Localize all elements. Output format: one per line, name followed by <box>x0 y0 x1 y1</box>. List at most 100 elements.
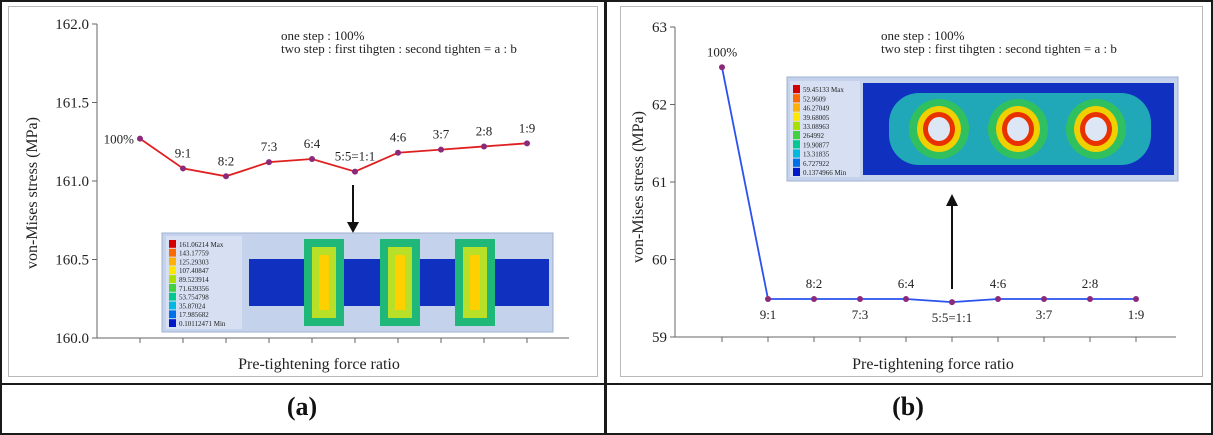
chart-a-category-label: 8:2 <box>218 153 235 168</box>
chart-b-y-axis-label: von-Mises stress (MPa) <box>630 111 647 263</box>
chart-a-data-point <box>266 159 272 166</box>
chart-a-data-point <box>309 156 315 163</box>
chart-a-inset-legend-swatch <box>169 301 176 310</box>
chart-b-series-line <box>721 67 1136 304</box>
chart-b-inset-legend-value: 46.27049 <box>803 105 830 113</box>
chart-b-category-label: 100% <box>707 44 738 59</box>
chart-b-inset-legend-value: 0.1374966 Min <box>803 169 847 177</box>
chart-a-data-point <box>137 135 143 142</box>
chart-a-annotation-line-2: two step : first tihgten : second tighte… <box>281 41 517 56</box>
chart-b-data-point <box>995 296 1001 303</box>
chart-panel-b: 59 60 61 62 63 one step : 100% two step : fi… <box>620 6 1203 377</box>
chart-b-category-label: 7:3 <box>852 307 869 322</box>
chart-b-category-label: 2:8 <box>1082 276 1099 291</box>
chart-a-data-point <box>524 140 530 147</box>
chart-b-axes: 59 60 61 62 63 <box>652 20 1176 346</box>
chart-a-x-axis-label: Pre-tightening force ratio <box>238 356 400 373</box>
chart-a-inset-legend-value: 161.06214 Max <box>179 241 224 249</box>
chart-b-y-tick-label: 59 <box>652 330 667 346</box>
chart-a-data-point <box>180 165 186 172</box>
chart-a-marks: 100% 9:1 8:2 7:3 6:4 5:5=1:1 4:6 3:7 2:8 1:9 <box>104 120 536 180</box>
chart-a-category-label: 1:9 <box>519 120 536 135</box>
chart-b-y-tick-label: 62 <box>652 98 667 114</box>
chart-b-inset-legend-swatch <box>793 103 800 112</box>
chart-b-inset-legend-swatch <box>793 167 800 176</box>
chart-b-data-point <box>719 64 725 71</box>
chart-b-inset-hole-2 <box>988 99 1048 159</box>
chart-a-data-point <box>352 168 358 175</box>
chart-b-inset-legend-swatch <box>793 140 800 149</box>
chart-a-svg: 160.0 160.5 161.0 161.5 162.0 one step : 100… <box>24 17 569 373</box>
chart-a-inset-legend-swatch <box>169 248 176 257</box>
chart-b-inset-hole-1 <box>909 99 969 159</box>
chart-a-inset-legend-value: 143.17759 <box>179 250 209 258</box>
chart-a-inset-legend-value: 125.29303 <box>179 258 209 266</box>
chart-a-inset-legend-swatch <box>169 240 176 248</box>
chart-b-data-point <box>949 299 955 306</box>
chart-b-inset-legend-value: 264992 <box>803 132 825 140</box>
chart-b-inset-legend-value: 52.9609 <box>803 95 826 103</box>
chart-b-inset-legend-swatch <box>793 112 800 121</box>
chart-a-data-point <box>223 173 229 180</box>
chart-b-inset-legend-value: 59.45133 Max <box>803 86 844 94</box>
chart-a-inset-bolt-2 <box>380 239 420 326</box>
chart-a-y-tick-label: 161.5 <box>55 96 89 112</box>
panel-a-caption: (a) <box>286 392 318 421</box>
chart-b-category-label: 5:5=1:1 <box>932 310 973 325</box>
chart-b-data-point <box>1087 296 1093 303</box>
chart-a-category-label: 6:4 <box>304 136 321 151</box>
chart-a-inset-legend-value: 35.87024 <box>179 302 206 310</box>
chart-a-inset-bolt-3 <box>455 239 495 326</box>
chart-b-inset-legend-value: 33.08963 <box>803 123 830 131</box>
chart-a-inset-legend-swatch <box>169 284 176 292</box>
chart-a-inset-legend-value: 0.10112471 Min <box>179 320 226 328</box>
chart-b-x-axis-label: Pre-tightening force ratio <box>852 356 1014 373</box>
chart-b-category-label: 1:9 <box>1128 307 1145 322</box>
chart-b-annotation-line-2: two step : first tihgten : second tighte… <box>881 41 1117 56</box>
chart-b-data-point <box>811 296 817 303</box>
chart-b-data-point <box>1133 296 1139 303</box>
chart-b-arrow-head <box>946 194 958 206</box>
chart-a-category-label: 2:8 <box>476 123 493 138</box>
chart-b-inset-legend-swatch <box>793 149 800 158</box>
chart-b-y-tick-label: 63 <box>652 20 667 36</box>
panel-divider-horizontal <box>0 383 1213 385</box>
chart-a-inset-legend-swatch <box>169 275 176 283</box>
chart-a-arrow-head <box>347 222 359 233</box>
chart-a-inset-legend-value: 53.754798 <box>179 294 209 302</box>
chart-a-category-label: 5:5=1:1 <box>335 149 376 164</box>
chart-b-annotation-line-1: one step : 100% <box>881 28 965 43</box>
chart-b-inset-legend-value: 13.31835 <box>803 151 830 159</box>
chart-a-category-label: 4:6 <box>390 130 407 145</box>
chart-b-inset-legend-swatch <box>793 94 800 103</box>
chart-a-category-label: 9:1 <box>175 145 192 160</box>
chart-b-data-point <box>903 296 909 303</box>
chart-a-inset-legend-swatch <box>169 292 176 301</box>
chart-b-data-point <box>1041 296 1047 303</box>
chart-a-inset-legend-value: 107.40847 <box>179 267 209 275</box>
chart-b-inset-legend-swatch <box>793 85 800 94</box>
chart-a-inset: 161.06214 Max143.17759125.29303107.40847… <box>161 232 554 333</box>
chart-a-inset-legend-value: 71.639356 <box>179 285 209 293</box>
chart-a-category-label: 100% <box>104 132 135 147</box>
chart-b-inset-legend-value: 39.68005 <box>803 114 830 122</box>
chart-a-data-point <box>395 149 401 156</box>
chart-a-inset-legend: 161.06214 Max143.17759125.29303107.40847… <box>169 240 226 328</box>
chart-a-y-tick-label: 160.0 <box>55 331 89 347</box>
chart-b-inset-legend-box <box>790 81 860 177</box>
chart-a-inset-legend-value: 89.523914 <box>179 276 209 284</box>
chart-b-y-tick-label: 60 <box>652 253 667 269</box>
chart-b-category-label: 6:4 <box>898 276 915 291</box>
chart-a-y-axis-label: von-Mises stress (MPa) <box>24 117 41 269</box>
chart-b-category-label: 8:2 <box>806 276 823 291</box>
chart-b-category-label: 3:7 <box>1036 307 1053 322</box>
chart-a-inset-legend-swatch <box>169 310 176 319</box>
panel-b-caption: (b) <box>892 392 924 421</box>
chart-a-y-tick-label: 160.5 <box>55 253 89 269</box>
chart-a-inset-legend-value: 17.985682 <box>179 311 209 319</box>
chart-b-inset-hole-3 <box>1066 99 1126 159</box>
chart-a-inset-legend-swatch <box>169 257 176 266</box>
chart-b-inset-legend-swatch <box>793 158 800 167</box>
